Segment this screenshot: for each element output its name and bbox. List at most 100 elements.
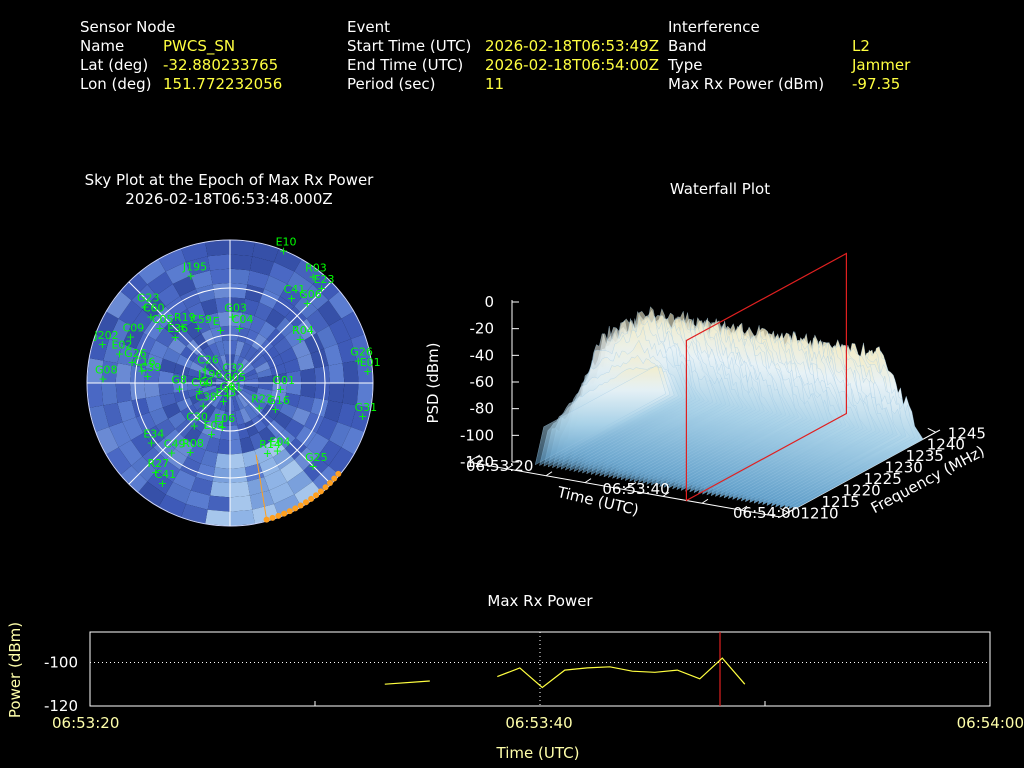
satellite-label: C59 bbox=[190, 313, 212, 326]
satellite-plus-marker: + bbox=[195, 385, 204, 398]
sky-cell bbox=[230, 383, 238, 397]
sky-cell bbox=[270, 390, 287, 403]
sky-cell bbox=[317, 440, 342, 466]
sky-cell bbox=[190, 477, 213, 496]
sky-cell bbox=[208, 407, 221, 424]
satellite-plus-marker: + bbox=[287, 292, 296, 305]
satellite-label: G26 bbox=[124, 347, 147, 360]
sky-cell bbox=[244, 284, 265, 303]
sky-cell bbox=[220, 396, 228, 412]
sky-cell bbox=[283, 392, 301, 408]
sky-cell bbox=[274, 248, 302, 272]
sky-cell bbox=[237, 326, 250, 343]
sky-cell bbox=[165, 262, 191, 284]
jammer-track-point bbox=[317, 488, 324, 495]
satellite-plus-marker: + bbox=[126, 331, 135, 344]
sky-cell bbox=[230, 509, 255, 526]
sky-cell bbox=[222, 340, 230, 355]
sky-cell bbox=[187, 383, 202, 391]
sky-cell bbox=[234, 356, 245, 371]
sensor-heading: Sensor Node bbox=[80, 18, 176, 36]
sky-cell bbox=[297, 353, 315, 371]
sky-cell bbox=[187, 387, 204, 398]
sky-cell bbox=[159, 392, 177, 408]
sky-cell bbox=[230, 369, 238, 383]
satellite-label: G8 bbox=[171, 373, 187, 386]
sky-cell bbox=[230, 254, 253, 271]
sky-cell bbox=[115, 383, 132, 403]
sky-cell bbox=[220, 383, 230, 396]
satellite-label: R14 bbox=[259, 438, 281, 451]
sky-cell bbox=[310, 348, 329, 369]
sky-cell bbox=[181, 503, 208, 524]
waterfall-zlabel: PSD (dBm) bbox=[424, 342, 442, 423]
waterfall-time-minor-tick bbox=[701, 498, 709, 504]
sensor-lon-value: 151.772232056 bbox=[163, 75, 283, 93]
sky-cell bbox=[300, 383, 316, 398]
satellite-label: G31 bbox=[355, 401, 378, 414]
jammer-track-point bbox=[331, 475, 338, 482]
sky-cell bbox=[230, 383, 233, 398]
max-power-y-tick-label: -120 bbox=[44, 697, 78, 715]
sky-cell bbox=[202, 345, 216, 362]
satellite-plus-marker: + bbox=[263, 447, 272, 460]
sky-cell bbox=[237, 393, 249, 408]
satellite-plus-marker: + bbox=[235, 322, 244, 335]
sky-cell bbox=[179, 288, 201, 309]
sky-cell bbox=[328, 291, 354, 319]
sky-cell bbox=[176, 397, 193, 412]
sky-cell bbox=[205, 390, 220, 402]
satellite-label: E04 bbox=[204, 419, 225, 432]
waterfall-time-tick bbox=[779, 509, 793, 518]
jammer-track-point bbox=[302, 499, 309, 506]
sky-cell bbox=[286, 383, 302, 396]
sky-cell bbox=[284, 418, 305, 439]
sky-cell bbox=[254, 444, 273, 464]
satellite-plus-marker: + bbox=[309, 460, 318, 473]
jammer-track-point bbox=[263, 516, 270, 523]
sky-cell bbox=[168, 337, 187, 355]
sky-cell bbox=[272, 373, 288, 383]
sky-cell bbox=[243, 373, 259, 381]
satellite-plus-marker: + bbox=[227, 380, 236, 393]
sky-cell bbox=[264, 469, 288, 491]
sky-cell bbox=[172, 383, 188, 393]
sky-cell bbox=[316, 417, 338, 441]
satellite-plus-marker: + bbox=[202, 377, 211, 390]
sky-cell bbox=[251, 397, 268, 411]
waterfall-slice bbox=[534, 364, 666, 466]
satellite-label: C16 bbox=[134, 356, 156, 369]
sky-cell bbox=[117, 343, 136, 366]
sky-cell bbox=[211, 393, 223, 408]
sky-cell bbox=[187, 444, 206, 464]
sky-cell bbox=[173, 390, 190, 403]
sky-cell bbox=[274, 494, 302, 518]
sky-cell bbox=[324, 400, 343, 423]
satellite-label: C04 bbox=[232, 313, 254, 326]
sky-cell bbox=[230, 383, 245, 388]
sky-cell bbox=[230, 311, 243, 327]
sky-cell bbox=[230, 282, 248, 299]
sky-cell bbox=[252, 242, 279, 263]
sky-cell bbox=[230, 383, 244, 391]
sky-cell bbox=[230, 383, 243, 393]
satellite-label: J202 bbox=[93, 329, 118, 342]
sky-cell bbox=[283, 358, 301, 374]
event-end-label: End Time (UTC) bbox=[347, 56, 464, 74]
sky-cell bbox=[117, 400, 136, 423]
sky-cell bbox=[144, 383, 160, 398]
sky-cell bbox=[239, 407, 252, 424]
sky-cell bbox=[109, 318, 131, 344]
sky-cell bbox=[129, 383, 146, 401]
satellite-plus-marker: + bbox=[147, 436, 156, 449]
waterfall-z-tick-label: -60 bbox=[470, 373, 495, 391]
sky-cell bbox=[356, 358, 373, 383]
waterfall-time-minor-tick bbox=[584, 478, 592, 484]
sky-cell bbox=[328, 383, 345, 403]
sky-cell bbox=[227, 368, 230, 383]
max-power-x-tick-label: 06:53:40 bbox=[505, 714, 572, 732]
sky-cell bbox=[118, 440, 143, 466]
satellite-plus-marker: + bbox=[216, 324, 225, 337]
satellite-label: E06 bbox=[214, 412, 235, 425]
satellite-plus-marker: + bbox=[354, 354, 363, 367]
